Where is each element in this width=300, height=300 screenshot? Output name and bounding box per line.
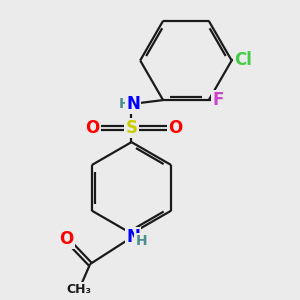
Text: N: N bbox=[126, 95, 140, 113]
Text: O: O bbox=[85, 119, 99, 137]
Text: N: N bbox=[126, 229, 140, 247]
Text: H: H bbox=[119, 97, 131, 111]
Text: Cl: Cl bbox=[235, 52, 252, 70]
Text: O: O bbox=[59, 230, 73, 248]
Text: H: H bbox=[136, 234, 147, 248]
Text: CH₃: CH₃ bbox=[67, 283, 92, 296]
Text: S: S bbox=[125, 119, 137, 137]
Text: O: O bbox=[168, 119, 182, 137]
Text: F: F bbox=[212, 91, 224, 109]
